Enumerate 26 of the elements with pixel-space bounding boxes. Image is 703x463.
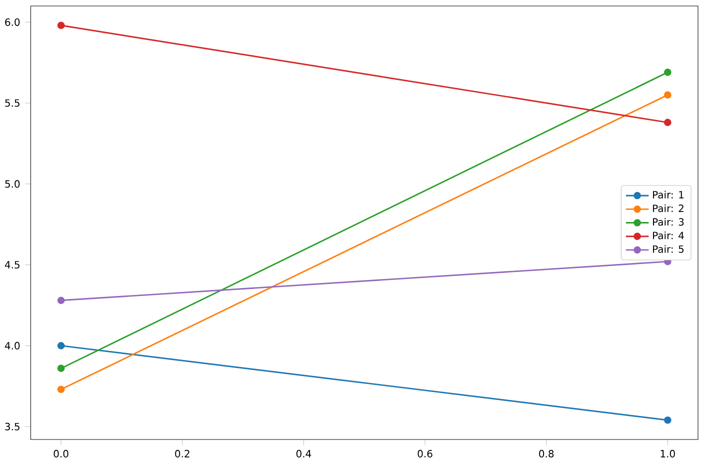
legend-label: Pair: 1 [653,191,684,199]
point [664,416,672,424]
point [57,364,65,372]
point [57,296,65,304]
point [57,342,65,350]
point [664,68,672,76]
y-tick-label: 3.5 [5,423,20,431]
legend-label: Pair: 5 [653,245,684,254]
point [664,92,672,99]
x-tick-label: 0.8 [539,450,554,458]
x-tick-label: 0.0 [54,450,68,458]
y-tick-label: 6.0 [5,18,20,26]
y-tick-label: 5.0 [5,180,20,188]
y-tick-label: 4.5 [4,261,20,269]
x-tick-label: 0.6 [418,450,432,458]
y-tick-label: 4.0 [4,342,20,350]
y-tick-label: 5.5 [5,100,20,108]
point [664,119,672,126]
x-tick-label: 1.0 [660,450,675,458]
x-tick-label: 0.4 [296,450,312,458]
legend-label: Pair: 4 [653,232,684,240]
legend-label: Pair: 3 [653,218,684,226]
point [57,386,65,394]
point [57,22,65,30]
legend-label: Pair: 2 [653,204,684,212]
x-tick-label: 0.2 [175,450,190,458]
